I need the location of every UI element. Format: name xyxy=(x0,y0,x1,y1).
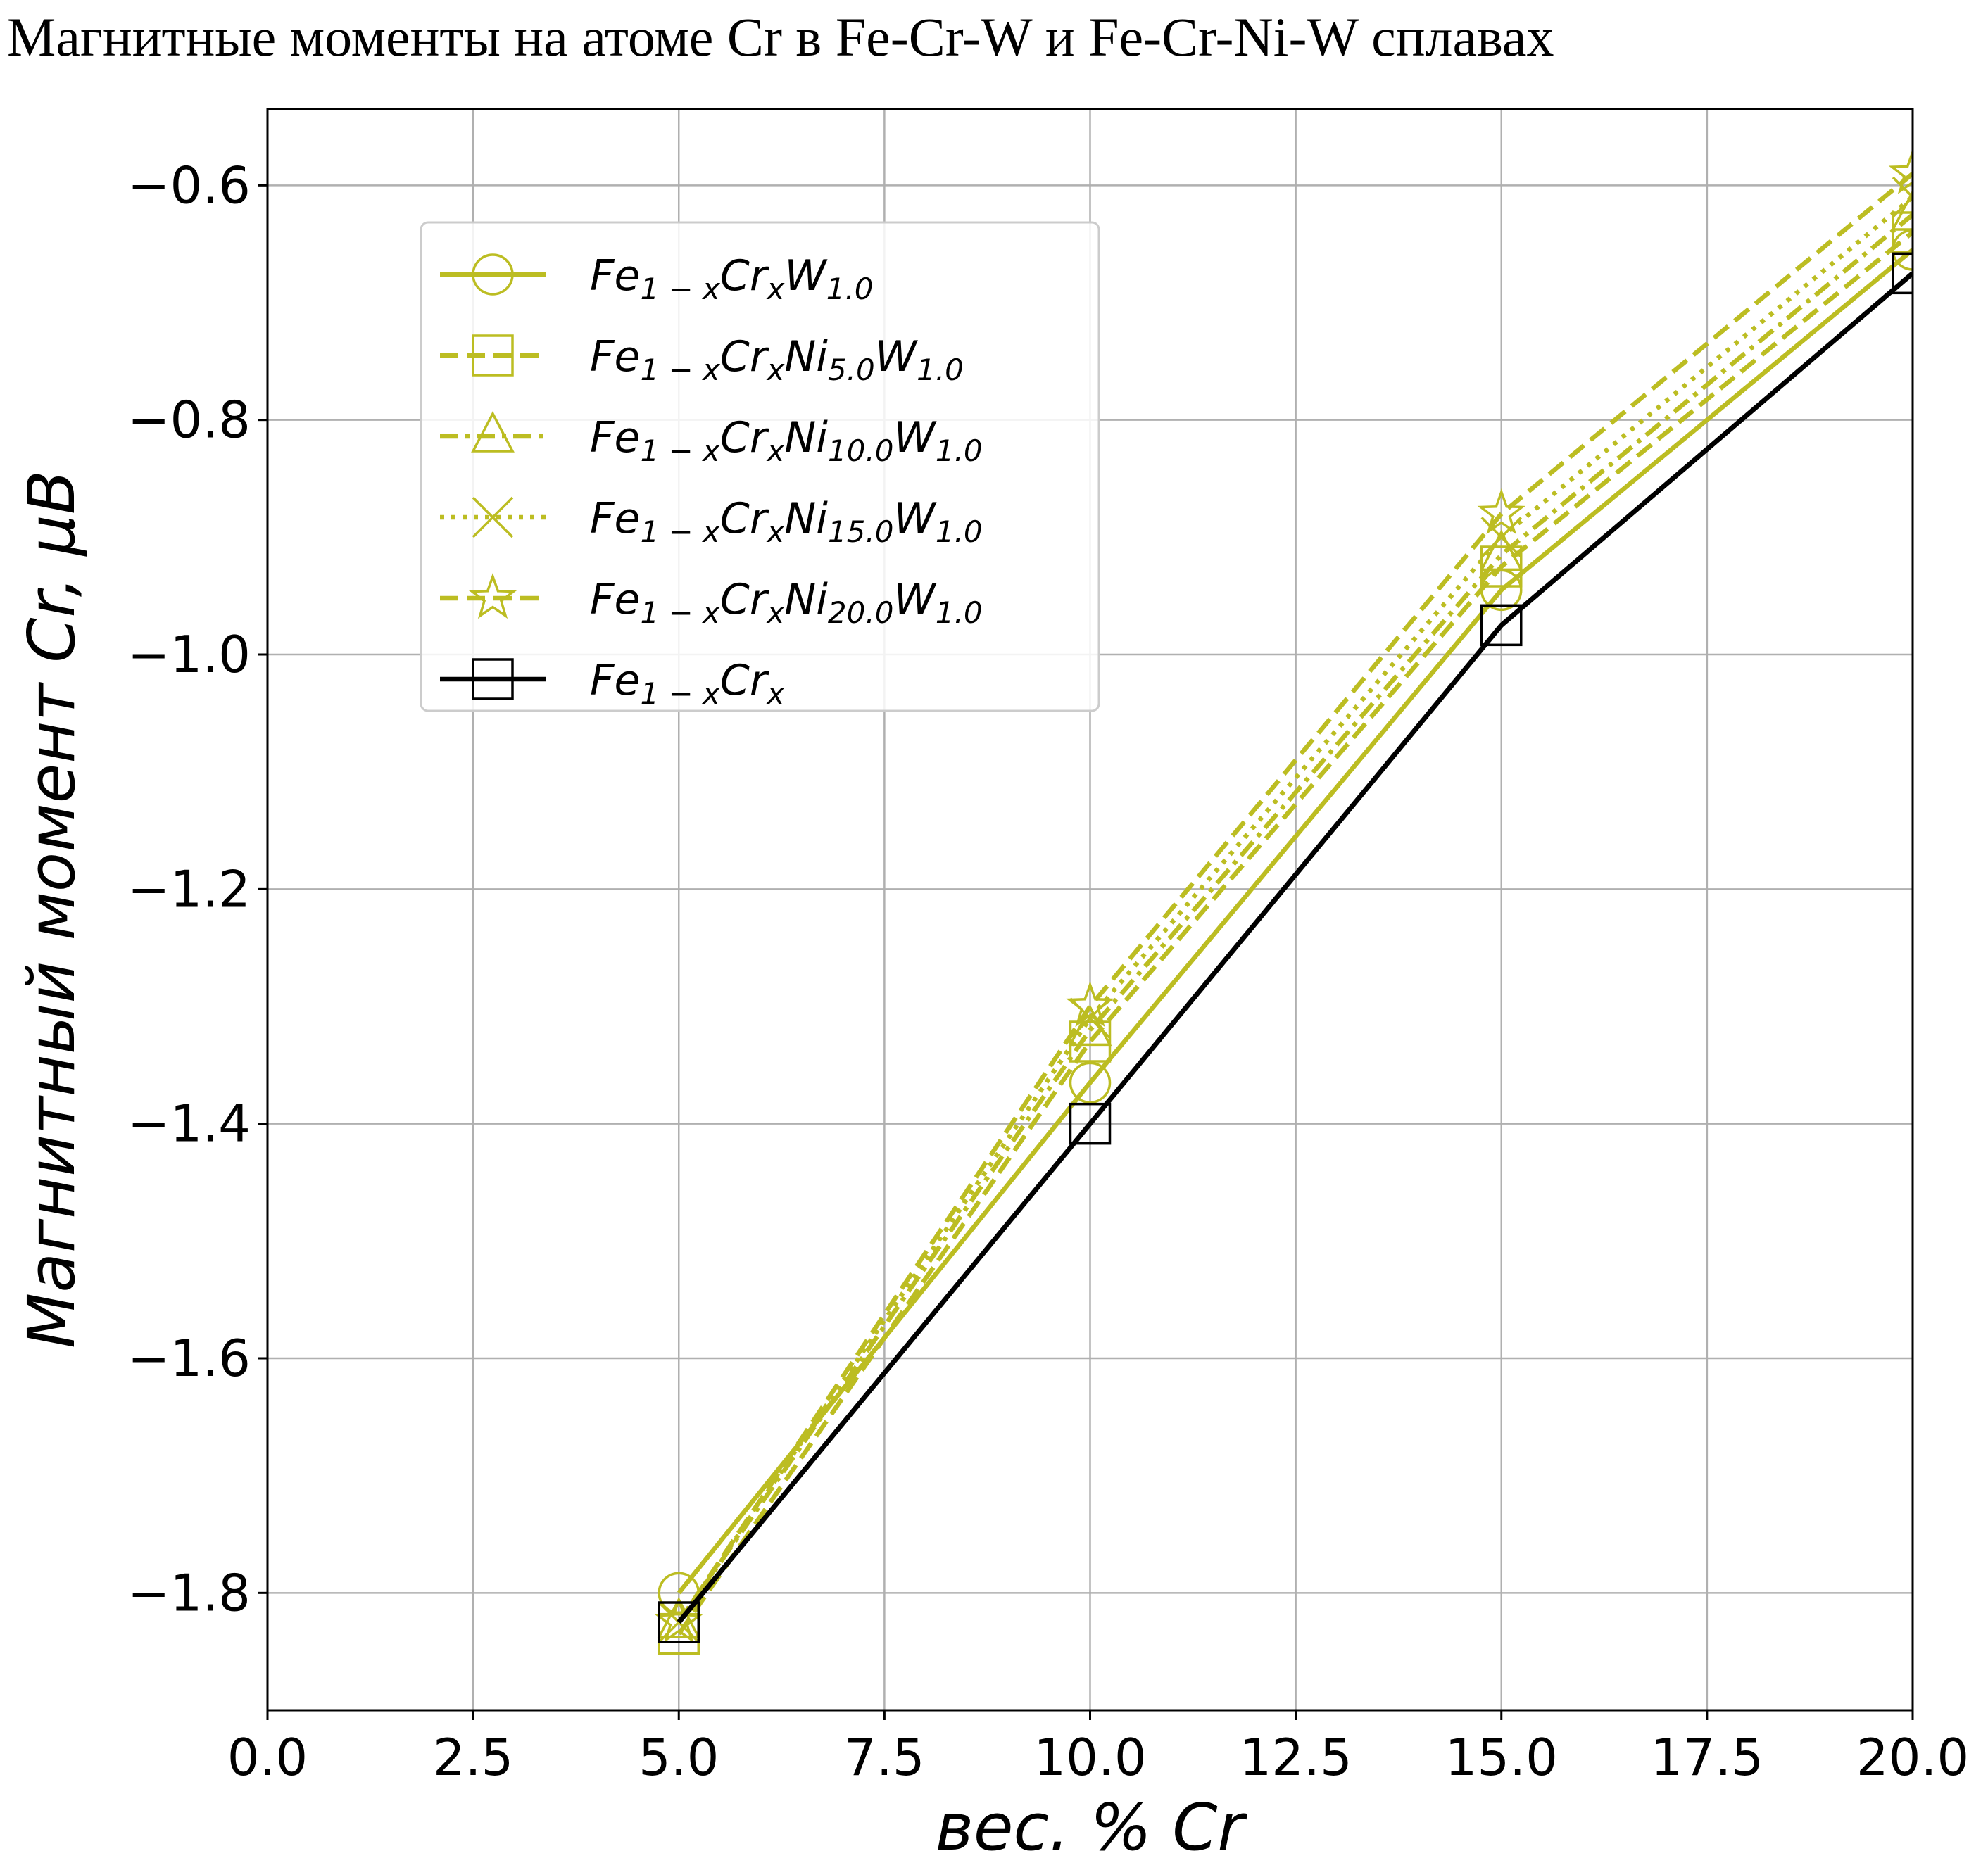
x-tick-label: 5.0 xyxy=(638,1728,719,1787)
x-marker xyxy=(1480,517,1522,558)
series-3 xyxy=(657,189,1913,1638)
legend: Fe1 − xCrxW1.0 Fe1 − xCrxNi5.0W1.0 Fe1 − x… xyxy=(420,221,1100,712)
legend-label: Fe1 − xCrxW1.0 xyxy=(590,251,873,306)
series-5 xyxy=(655,148,1913,1643)
legend-label: Fe1 − xCrxNi5.0W1.0 xyxy=(590,332,964,387)
star-marker xyxy=(1066,981,1114,1028)
square-marker xyxy=(472,658,514,700)
square-marker xyxy=(1480,604,1523,647)
series-6 xyxy=(658,252,1913,1643)
chart-title: Магнитные моменты на атоме Cr в Fe-Cr-W … xyxy=(7,6,1554,68)
star-marker xyxy=(1477,488,1525,535)
series-layer xyxy=(655,148,1913,1655)
x-tick-label: 20.0 xyxy=(1856,1728,1969,1787)
legend-entry: Fe1 − xCrxW1.0 xyxy=(440,251,873,306)
x-tick-label: 12.5 xyxy=(1239,1728,1352,1787)
series-line xyxy=(677,172,1913,1624)
x-marker xyxy=(472,496,514,538)
y-tick-label: −1.8 xyxy=(127,1563,251,1622)
series-line xyxy=(677,271,1913,1624)
star-marker xyxy=(655,1597,703,1643)
legend-entry: Fe1 − xCrxNi5.0W1.0 xyxy=(440,332,964,387)
series-line xyxy=(677,213,1913,1624)
legend-label: Fe1 − xCrxNi10.0W1.0 xyxy=(590,413,983,468)
x-tick-label: 17.5 xyxy=(1651,1728,1763,1787)
triangle-marker xyxy=(657,1597,701,1638)
y-tick-label: −1.0 xyxy=(127,625,251,684)
y-axis-ticks: −1.8 −1.6 −1.4 −1.2 −1.0 −0.8 −0.6 xyxy=(127,156,268,1622)
circle-marker xyxy=(472,253,514,296)
circle-marker xyxy=(1069,1061,1112,1104)
x-tick-label: 2.5 xyxy=(433,1728,514,1787)
legend-entry: Fe1 − xCrxNi10.0W1.0 xyxy=(440,411,983,468)
triangle-marker xyxy=(1068,1004,1112,1047)
y-tick-label: −0.8 xyxy=(127,391,251,450)
triangle-marker xyxy=(471,411,515,453)
square-marker xyxy=(472,334,514,377)
triangle-marker xyxy=(1479,529,1523,571)
x-axis-label: вес. % Cr xyxy=(936,1790,1248,1858)
star-marker xyxy=(468,573,517,619)
square-marker xyxy=(1480,545,1523,588)
y-tick-label: −1.4 xyxy=(127,1094,251,1154)
square-marker xyxy=(1069,1020,1112,1063)
legend-label: Fe1 − xCrxNi15.0W1.0 xyxy=(590,494,983,549)
y-tick-label: −0.6 xyxy=(127,156,251,215)
y-tick-label: −1.2 xyxy=(127,859,251,918)
legend-label: Fe1 − xCrxNi20.0W1.0 xyxy=(590,575,983,630)
triangle-marker xyxy=(1891,189,1913,231)
square-marker xyxy=(1069,1102,1112,1145)
legend-entry: Fe1 − xCrxNi20.0W1.0 xyxy=(440,573,983,630)
legend-box xyxy=(420,221,1100,712)
x-tick-label: 0.0 xyxy=(227,1728,308,1787)
legend-entry: Fe1 − xCrx xyxy=(440,656,785,711)
star-marker xyxy=(1888,148,1913,194)
legend-label: Fe1 − xCrx xyxy=(590,656,785,711)
y-tick-label: −1.6 xyxy=(127,1329,251,1388)
series-line xyxy=(677,230,1913,1636)
square-marker xyxy=(658,1601,700,1643)
x-tick-label: 10.0 xyxy=(1033,1728,1146,1787)
x-tick-label: 7.5 xyxy=(844,1728,925,1787)
x-tick-label: 15.0 xyxy=(1445,1728,1558,1787)
square-marker xyxy=(1892,252,1913,295)
legend-entry: Fe1 − xCrxNi15.0W1.0 xyxy=(440,494,983,549)
y-axis-label: Магнитный момент Cr, μB xyxy=(14,470,89,1348)
x-axis-ticks: 0.0 2.5 5.0 7.5 10.0 12.5 15.0 17.5 20.0 xyxy=(227,1710,1969,1787)
